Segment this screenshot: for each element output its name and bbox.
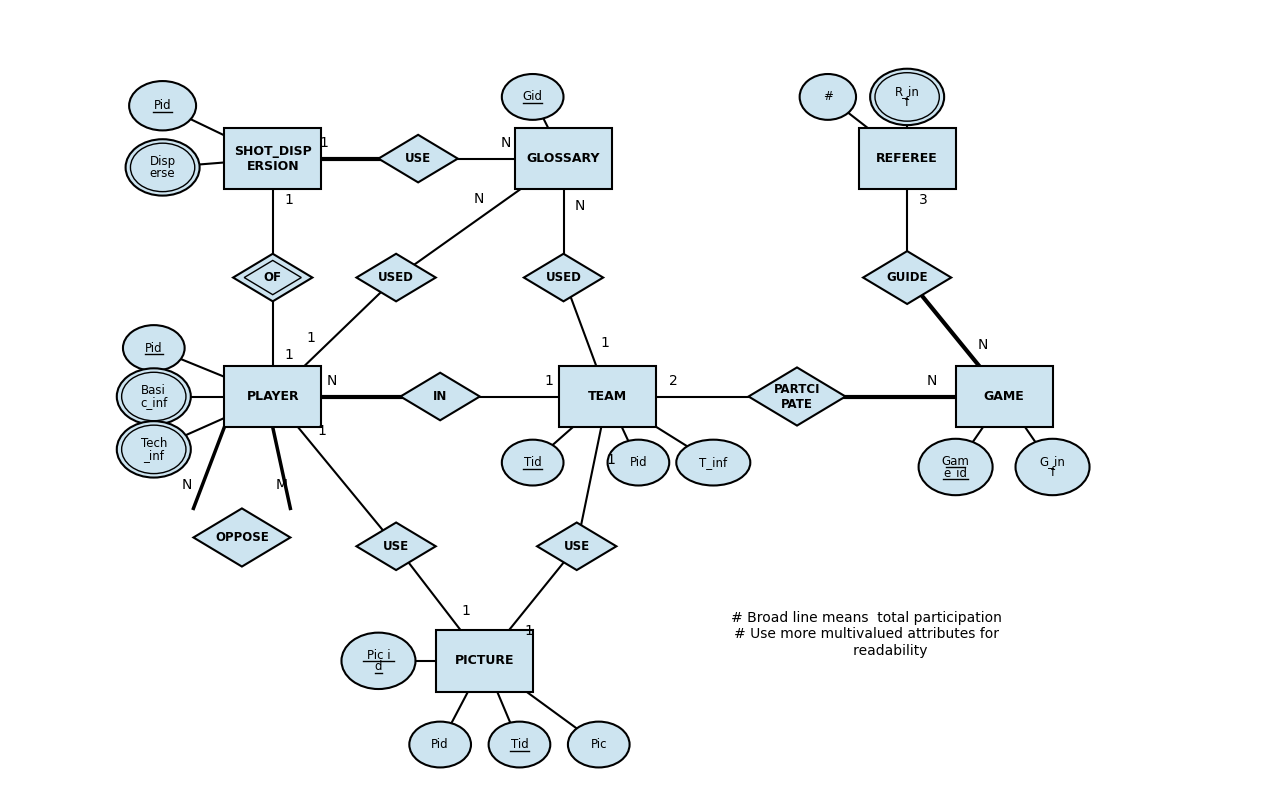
Text: 1: 1 xyxy=(284,348,293,362)
FancyBboxPatch shape xyxy=(858,128,956,190)
Ellipse shape xyxy=(129,81,197,130)
Ellipse shape xyxy=(117,368,190,425)
Text: 1: 1 xyxy=(544,374,553,388)
Ellipse shape xyxy=(676,439,751,485)
Text: Disp: Disp xyxy=(150,155,176,168)
Ellipse shape xyxy=(568,722,630,768)
Text: Pic i: Pic i xyxy=(366,649,391,661)
Text: N: N xyxy=(326,374,336,388)
Text: 1: 1 xyxy=(317,424,326,439)
FancyBboxPatch shape xyxy=(515,128,612,190)
Text: Pic: Pic xyxy=(591,738,607,751)
Ellipse shape xyxy=(341,633,416,689)
Ellipse shape xyxy=(117,421,190,477)
Text: N: N xyxy=(500,136,511,150)
Ellipse shape xyxy=(502,439,563,485)
Text: Pid: Pid xyxy=(153,99,171,113)
Polygon shape xyxy=(864,251,951,304)
Text: f: f xyxy=(905,96,909,109)
Ellipse shape xyxy=(126,140,199,196)
Text: M: M xyxy=(275,477,288,492)
Text: GLOSSARY: GLOSSARY xyxy=(526,152,600,165)
Text: PLAYER: PLAYER xyxy=(246,390,299,403)
Text: N: N xyxy=(183,477,193,492)
Text: N: N xyxy=(574,199,585,213)
Ellipse shape xyxy=(918,439,993,495)
Text: Gam: Gam xyxy=(942,454,970,468)
Text: _inf: _inf xyxy=(143,449,165,462)
Text: 1: 1 xyxy=(284,193,293,207)
Text: Basi: Basi xyxy=(141,385,166,397)
Text: Gid: Gid xyxy=(522,90,543,103)
Text: N: N xyxy=(927,374,937,388)
FancyBboxPatch shape xyxy=(956,366,1052,427)
Text: GAME: GAME xyxy=(984,390,1025,403)
Text: 3: 3 xyxy=(918,193,927,207)
Text: 1: 1 xyxy=(606,453,615,466)
FancyBboxPatch shape xyxy=(436,630,533,691)
Polygon shape xyxy=(748,367,846,426)
Ellipse shape xyxy=(123,325,185,371)
Text: 1: 1 xyxy=(525,624,534,638)
Text: d: d xyxy=(375,660,382,673)
Text: 2: 2 xyxy=(670,374,678,388)
Text: erse: erse xyxy=(150,167,175,180)
Ellipse shape xyxy=(1016,439,1089,495)
Text: 1: 1 xyxy=(320,136,328,150)
Text: USED: USED xyxy=(378,271,415,284)
Text: Pid: Pid xyxy=(431,738,449,751)
Text: e_id: e_id xyxy=(943,466,967,479)
Polygon shape xyxy=(538,523,616,570)
Text: f: f xyxy=(1050,466,1055,479)
Text: USE: USE xyxy=(404,152,431,165)
Text: Pid: Pid xyxy=(145,342,162,354)
Text: N: N xyxy=(474,192,484,206)
Text: GUIDE: GUIDE xyxy=(886,271,928,284)
Ellipse shape xyxy=(502,74,563,120)
FancyBboxPatch shape xyxy=(224,128,321,190)
Ellipse shape xyxy=(488,722,550,768)
Text: G_in: G_in xyxy=(1040,454,1065,468)
Text: USE: USE xyxy=(383,540,410,553)
Text: OPPOSE: OPPOSE xyxy=(216,531,269,544)
Text: Pid: Pid xyxy=(630,456,647,469)
Text: 1: 1 xyxy=(600,336,609,351)
Ellipse shape xyxy=(410,722,470,768)
Text: 1: 1 xyxy=(307,331,316,344)
Ellipse shape xyxy=(870,69,945,125)
Text: USE: USE xyxy=(564,540,590,553)
Text: Tid: Tid xyxy=(524,456,541,469)
Polygon shape xyxy=(356,523,436,570)
FancyBboxPatch shape xyxy=(224,366,321,427)
Text: Tech: Tech xyxy=(141,437,167,450)
Text: # Broad line means  total participation
# Use more multivalued attributes for
  : # Broad line means total participation #… xyxy=(730,611,1002,657)
Polygon shape xyxy=(194,508,290,566)
FancyBboxPatch shape xyxy=(559,366,656,427)
Text: IN: IN xyxy=(432,390,448,403)
Polygon shape xyxy=(401,373,479,420)
Ellipse shape xyxy=(800,74,856,120)
Text: PARTCI
PATE: PARTCI PATE xyxy=(773,382,820,411)
Polygon shape xyxy=(378,135,458,182)
Text: OF: OF xyxy=(264,271,281,284)
Text: USED: USED xyxy=(545,271,582,284)
Text: T_inf: T_inf xyxy=(699,456,728,469)
Text: N: N xyxy=(978,338,988,352)
Polygon shape xyxy=(233,254,312,301)
Text: R_in: R_in xyxy=(895,85,919,98)
Text: REFEREE: REFEREE xyxy=(876,152,938,165)
Text: c_inf: c_inf xyxy=(141,396,167,408)
Text: 1: 1 xyxy=(462,604,470,618)
Text: PICTURE: PICTURE xyxy=(454,654,514,668)
Text: #: # xyxy=(823,90,833,103)
Polygon shape xyxy=(356,254,436,301)
Polygon shape xyxy=(524,254,604,301)
Text: TEAM: TEAM xyxy=(588,390,628,403)
Text: SHOT_DISP
ERSION: SHOT_DISP ERSION xyxy=(233,144,312,173)
Ellipse shape xyxy=(607,439,670,485)
Text: Tid: Tid xyxy=(511,738,529,751)
